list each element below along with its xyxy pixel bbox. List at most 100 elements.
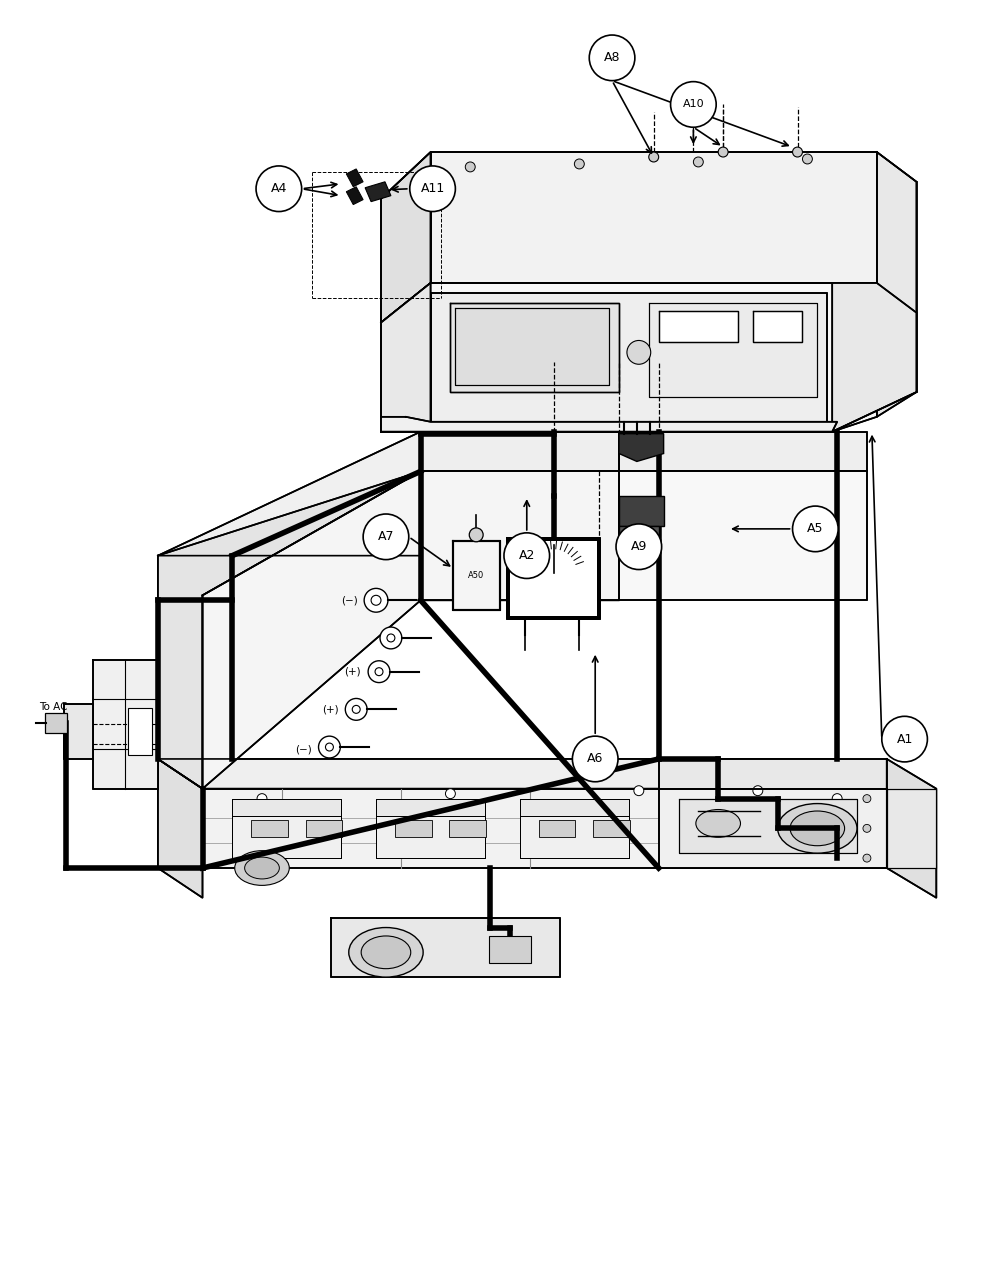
Circle shape [693, 157, 703, 167]
Text: A5: A5 [807, 522, 824, 536]
Circle shape [380, 627, 402, 649]
Circle shape [319, 736, 340, 758]
Circle shape [368, 661, 390, 683]
FancyBboxPatch shape [395, 821, 432, 837]
Polygon shape [887, 788, 936, 868]
Ellipse shape [349, 927, 423, 977]
Text: A6: A6 [587, 753, 603, 765]
Polygon shape [431, 293, 827, 422]
Text: (−): (−) [295, 744, 312, 754]
Circle shape [371, 595, 381, 606]
Text: A9: A9 [631, 540, 647, 554]
Polygon shape [753, 310, 802, 342]
FancyBboxPatch shape [593, 821, 630, 837]
Circle shape [257, 793, 267, 803]
Polygon shape [619, 432, 867, 471]
Polygon shape [346, 169, 363, 186]
FancyBboxPatch shape [489, 936, 531, 963]
Circle shape [616, 525, 662, 570]
Text: A10: A10 [683, 99, 704, 109]
Circle shape [352, 706, 360, 713]
Circle shape [574, 158, 584, 169]
Text: To AC: To AC [39, 702, 67, 712]
Circle shape [671, 81, 716, 127]
Circle shape [572, 736, 618, 782]
FancyBboxPatch shape [449, 821, 486, 837]
Circle shape [753, 786, 763, 796]
Circle shape [256, 166, 302, 212]
Text: A7: A7 [378, 531, 394, 544]
Polygon shape [421, 432, 619, 471]
Polygon shape [158, 432, 619, 556]
Polygon shape [203, 471, 619, 788]
FancyBboxPatch shape [306, 821, 342, 837]
Polygon shape [376, 816, 485, 858]
Circle shape [718, 147, 728, 157]
Circle shape [589, 35, 635, 81]
Circle shape [465, 162, 475, 172]
Polygon shape [659, 310, 738, 342]
Circle shape [802, 155, 812, 163]
Polygon shape [381, 417, 837, 432]
Polygon shape [421, 471, 619, 601]
Polygon shape [887, 759, 936, 898]
Text: (+): (+) [322, 704, 338, 715]
Polygon shape [520, 816, 629, 858]
Polygon shape [381, 283, 877, 432]
Polygon shape [455, 308, 609, 385]
Polygon shape [158, 759, 887, 788]
Circle shape [793, 506, 838, 551]
Polygon shape [376, 798, 485, 816]
Text: (−): (−) [341, 595, 358, 606]
Text: A2: A2 [519, 549, 535, 563]
Ellipse shape [245, 856, 279, 879]
Text: A1: A1 [896, 732, 913, 745]
Polygon shape [679, 798, 857, 853]
Polygon shape [158, 471, 421, 788]
Circle shape [793, 147, 802, 157]
Polygon shape [232, 798, 341, 816]
Ellipse shape [235, 850, 289, 886]
Circle shape [634, 786, 644, 796]
Polygon shape [619, 433, 664, 461]
Ellipse shape [790, 811, 845, 845]
Polygon shape [659, 759, 887, 788]
Polygon shape [381, 152, 431, 323]
Polygon shape [619, 471, 867, 601]
Circle shape [863, 854, 871, 862]
Polygon shape [619, 526, 659, 556]
Text: A8: A8 [604, 52, 620, 65]
Ellipse shape [361, 936, 411, 969]
FancyBboxPatch shape [539, 821, 575, 837]
Circle shape [649, 152, 659, 162]
Polygon shape [158, 759, 203, 898]
Polygon shape [93, 660, 158, 788]
Circle shape [410, 166, 455, 212]
Circle shape [363, 514, 409, 560]
Ellipse shape [696, 810, 740, 837]
Polygon shape [837, 759, 887, 868]
Polygon shape [619, 497, 664, 526]
Polygon shape [64, 704, 93, 759]
Circle shape [882, 716, 927, 761]
Circle shape [387, 634, 395, 642]
Circle shape [325, 742, 333, 751]
Polygon shape [453, 541, 500, 611]
Polygon shape [450, 303, 619, 392]
FancyBboxPatch shape [45, 713, 67, 734]
Polygon shape [832, 283, 917, 432]
Text: (+): (+) [345, 666, 361, 677]
Polygon shape [520, 798, 629, 816]
Polygon shape [877, 152, 917, 417]
Polygon shape [331, 917, 560, 977]
Text: A4: A4 [271, 182, 287, 195]
Circle shape [863, 825, 871, 832]
Polygon shape [203, 788, 837, 868]
Polygon shape [659, 788, 887, 868]
Ellipse shape [778, 803, 857, 853]
Polygon shape [649, 303, 817, 397]
Polygon shape [431, 152, 877, 283]
FancyBboxPatch shape [251, 821, 288, 837]
Circle shape [627, 341, 651, 365]
Circle shape [832, 793, 842, 803]
